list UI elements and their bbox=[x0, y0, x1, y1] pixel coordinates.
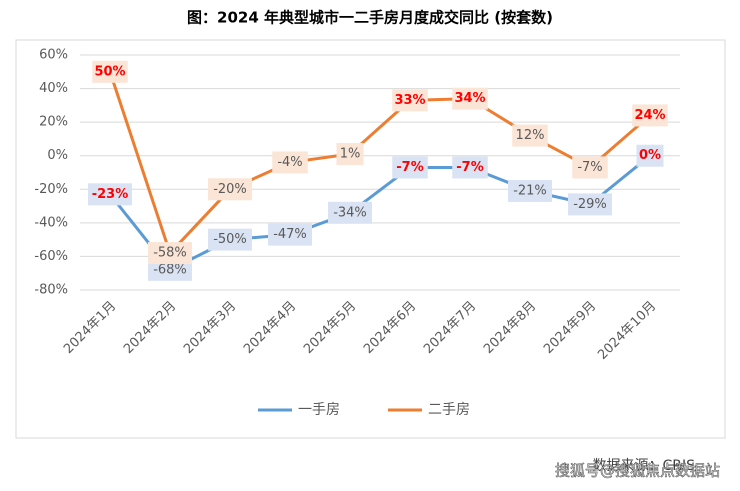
data-label: -21% bbox=[513, 183, 547, 198]
data-label-box bbox=[92, 60, 128, 83]
data-label-box bbox=[508, 179, 552, 202]
data-label-box bbox=[392, 156, 428, 179]
legend-label: 一手房 bbox=[298, 402, 340, 418]
data-label-box bbox=[148, 242, 192, 265]
data-label-box bbox=[208, 178, 252, 201]
data-label: -47% bbox=[273, 227, 307, 242]
y-tick-label: -20% bbox=[34, 182, 68, 197]
data-label: -7% bbox=[577, 160, 602, 175]
data-label: -50% bbox=[213, 232, 247, 247]
legend-label: 二手房 bbox=[428, 402, 470, 418]
data-label-box bbox=[208, 228, 252, 251]
data-label-box bbox=[328, 201, 372, 224]
data-label-box bbox=[572, 156, 608, 179]
watermark: 搜狐号@搜狐焦点数据站 bbox=[555, 462, 720, 480]
source: 数据来源：CRIS bbox=[592, 458, 695, 474]
data-label: -20% bbox=[213, 182, 247, 197]
data-label: 50% bbox=[94, 64, 125, 79]
data-label: 33% bbox=[394, 93, 425, 108]
data-label: 24% bbox=[634, 108, 665, 123]
series-line bbox=[108, 154, 651, 272]
data-label-box bbox=[148, 258, 192, 281]
data-label: -7% bbox=[396, 160, 423, 175]
chart-title: 图：2024 年典型城市一二手房月度成交同比 (按套数) bbox=[187, 9, 553, 27]
data-label: 12% bbox=[516, 128, 545, 143]
y-tick-label: -40% bbox=[34, 215, 68, 230]
y-tick-label: -60% bbox=[34, 249, 68, 264]
chart-frame bbox=[15, 39, 726, 439]
data-label: -34% bbox=[333, 205, 367, 220]
data-label-box bbox=[452, 87, 488, 110]
data-label: 1% bbox=[340, 147, 361, 162]
data-label: 34% bbox=[454, 91, 485, 106]
data-label-box bbox=[336, 143, 364, 166]
y-tick-label: 40% bbox=[39, 81, 68, 96]
data-label: -7% bbox=[456, 160, 483, 175]
data-label: -4% bbox=[277, 155, 302, 170]
data-label-box bbox=[452, 156, 488, 179]
data-label: -29% bbox=[573, 197, 607, 212]
data-label-box bbox=[512, 124, 548, 147]
data-label-box bbox=[632, 104, 668, 127]
y-tick-label: 20% bbox=[39, 115, 68, 130]
data-label-box bbox=[272, 151, 308, 174]
series-line bbox=[108, 71, 651, 255]
data-label-box bbox=[636, 144, 664, 167]
y-tick-label: 60% bbox=[39, 48, 68, 63]
data-label: 0% bbox=[639, 148, 661, 163]
data-label: -68% bbox=[153, 262, 187, 277]
y-tick-label: -80% bbox=[34, 283, 68, 298]
data-label-box bbox=[268, 223, 312, 246]
data-label: -58% bbox=[153, 246, 187, 261]
data-label: -23% bbox=[92, 187, 129, 202]
data-label-box bbox=[392, 89, 428, 112]
data-label-box bbox=[88, 183, 132, 206]
y-tick-label: 0% bbox=[47, 148, 68, 163]
data-label-box bbox=[568, 193, 612, 216]
